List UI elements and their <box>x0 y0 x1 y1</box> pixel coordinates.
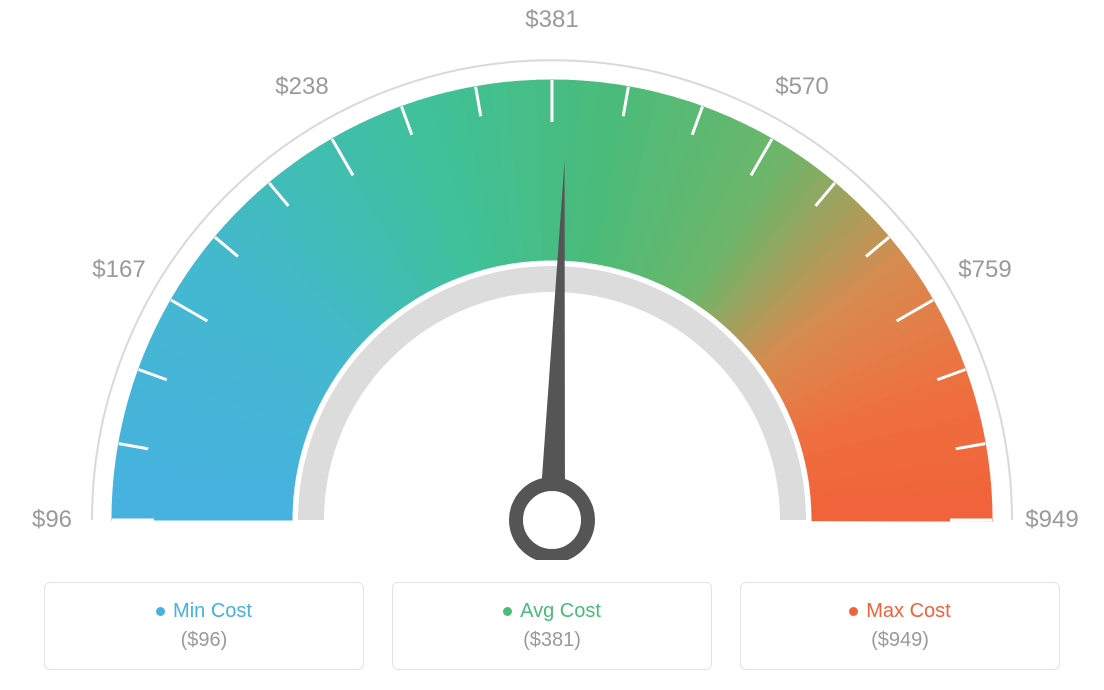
legend-title-avg: Avg Cost <box>503 600 601 623</box>
legend-label: Min Cost <box>173 600 252 623</box>
gauge-svg <box>0 0 1104 560</box>
gauge-tick-label: $167 <box>92 256 145 284</box>
gauge-tick-label: $238 <box>275 73 328 101</box>
gauge-tick-label: $949 <box>1025 506 1078 534</box>
legend-card-max: Max Cost ($949) <box>740 582 1060 670</box>
gauge-tick-label: $759 <box>958 256 1011 284</box>
legend-card-min: Min Cost ($96) <box>44 582 364 670</box>
legend-value-min: ($96) <box>181 629 228 652</box>
legend-value-avg: ($381) <box>523 629 581 652</box>
gauge-chart: $96 $167 $238 $381 $570 $759 $949 <box>0 0 1104 560</box>
legend-label: Max Cost <box>866 600 950 623</box>
legend-card-avg: Avg Cost ($381) <box>392 582 712 670</box>
legend-title-max: Max Cost <box>849 600 950 623</box>
dot-icon <box>849 607 858 616</box>
legend-value-max: ($949) <box>871 629 929 652</box>
legend-label: Avg Cost <box>520 600 601 623</box>
gauge-tick-label: $96 <box>32 506 72 534</box>
dot-icon <box>503 607 512 616</box>
legend-row: Min Cost ($96) Avg Cost ($381) Max Cost … <box>0 570 1104 690</box>
gauge-tick-label: $381 <box>525 6 578 34</box>
legend-title-min: Min Cost <box>156 600 252 623</box>
gauge-tick-label: $570 <box>775 73 828 101</box>
dot-icon <box>156 607 165 616</box>
